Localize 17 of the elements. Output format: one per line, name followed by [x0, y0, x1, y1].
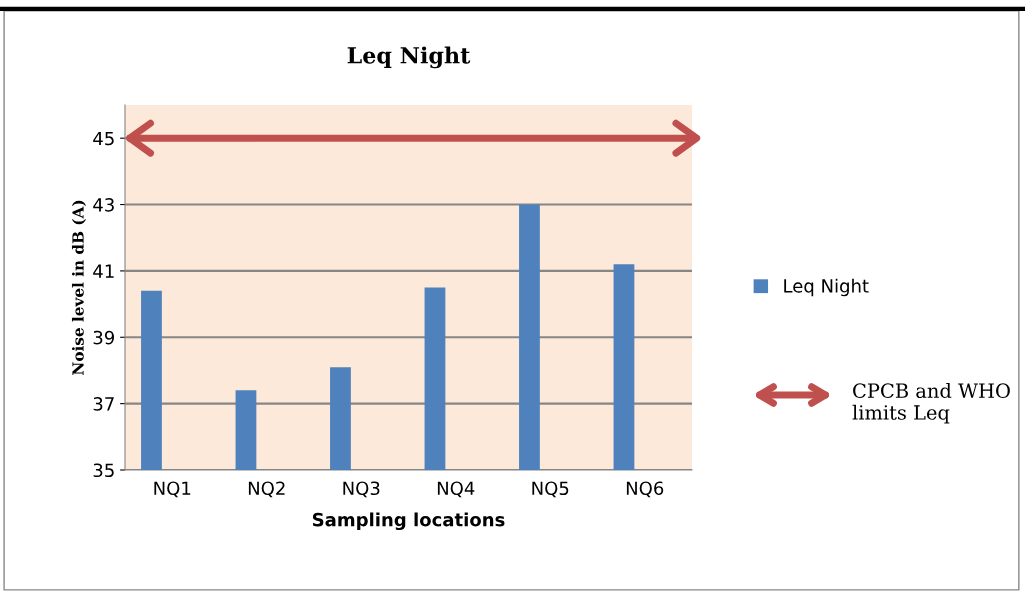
- x-tick-label: NQ6: [626, 481, 664, 498]
- x-tick-label: NQ3: [343, 481, 380, 498]
- y-tick-label: 37: [93, 397, 114, 411]
- x-tick-label: NQ4: [437, 481, 475, 498]
- x-axis-title: Sampling locations: [312, 512, 505, 531]
- y-tick-label: 45: [93, 131, 114, 146]
- y-axis-title: Noise level in dB (A): [71, 200, 86, 375]
- legend-label: CPCB and WHO limits Leq: [852, 383, 1010, 424]
- x-tick-label: NQ2: [248, 481, 285, 498]
- x-tick-label: NQ5: [532, 481, 569, 498]
- x-tick-label: NQ1: [154, 481, 191, 498]
- y-tick-label: 35: [93, 463, 114, 478]
- chart-title: Leq Night: [347, 46, 471, 69]
- y-tick-label: 39: [93, 330, 115, 345]
- legend-label: Leq Night: [784, 278, 869, 297]
- y-tick-label: 41: [93, 264, 114, 278]
- y-tick-label: 43: [93, 198, 114, 212]
